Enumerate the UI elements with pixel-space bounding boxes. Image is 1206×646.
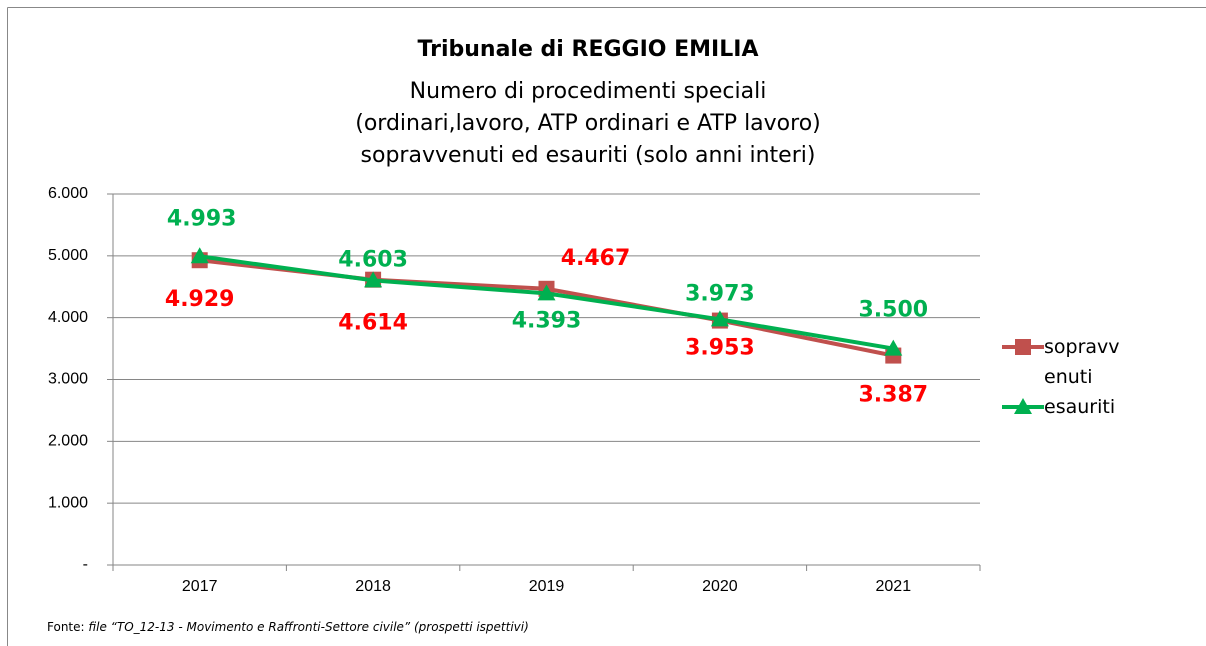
x-tick-label: 2020 (702, 578, 738, 595)
marker (1015, 339, 1031, 355)
y-tick-label: 5.000 (48, 247, 88, 264)
marker (190, 247, 209, 264)
legend-label: esauriti (1044, 396, 1116, 418)
source-label: Fonte: (47, 620, 85, 634)
chart-title: Tribunale di REGGIO EMILIA (418, 37, 759, 62)
chart-subtitle: sopravvenuti ed esauriti (solo anni inte… (361, 143, 816, 168)
data-label: 3.500 (859, 298, 929, 323)
y-tick-label: 2.000 (48, 433, 88, 450)
chart-subtitle: (ordinari,lavoro, ATP ordinari e ATP lav… (355, 111, 821, 136)
y-tick-label: 1.000 (48, 494, 88, 511)
data-label: 4.467 (561, 246, 631, 271)
marker (710, 310, 729, 327)
data-label: 4.603 (338, 247, 408, 272)
marker (364, 271, 383, 288)
source-text: file “TO_12-13 - Movimento e Raffronti-S… (88, 620, 528, 634)
y-tick-label: 4.000 (48, 309, 88, 326)
marker (884, 339, 903, 356)
legend-swatch (1002, 339, 1044, 355)
x-tick-label: 2017 (182, 578, 218, 595)
data-label: 4.614 (338, 311, 408, 336)
data-label: 4.393 (512, 308, 582, 333)
legend-label: sopravvenuti (1044, 336, 1120, 388)
y-tick-label: - (83, 556, 88, 573)
marker (1014, 398, 1032, 414)
legend-item: sopravvenuti (1002, 332, 1122, 392)
data-label: 3.387 (859, 383, 929, 408)
source: Fonte: file “TO_12-13 - Movimento e Raff… (47, 620, 529, 634)
data-label: 3.953 (685, 336, 755, 361)
chart-subtitle: Numero di procedimenti speciali (410, 79, 767, 104)
legend-swatch (1002, 398, 1044, 414)
marker (537, 284, 556, 301)
legend: sopravvenuti esauriti (1002, 332, 1122, 422)
data-label: 4.993 (167, 206, 237, 231)
x-tick-label: 2018 (355, 578, 391, 595)
y-tick-label: 6.000 (48, 185, 88, 202)
y-tick-label: 3.000 (48, 371, 88, 388)
x-tick-label: 2019 (529, 578, 565, 595)
legend-item: esauriti (1002, 392, 1122, 422)
x-tick-label: 2021 (876, 578, 912, 595)
data-label: 4.929 (165, 287, 235, 312)
data-label: 3.973 (685, 281, 755, 306)
